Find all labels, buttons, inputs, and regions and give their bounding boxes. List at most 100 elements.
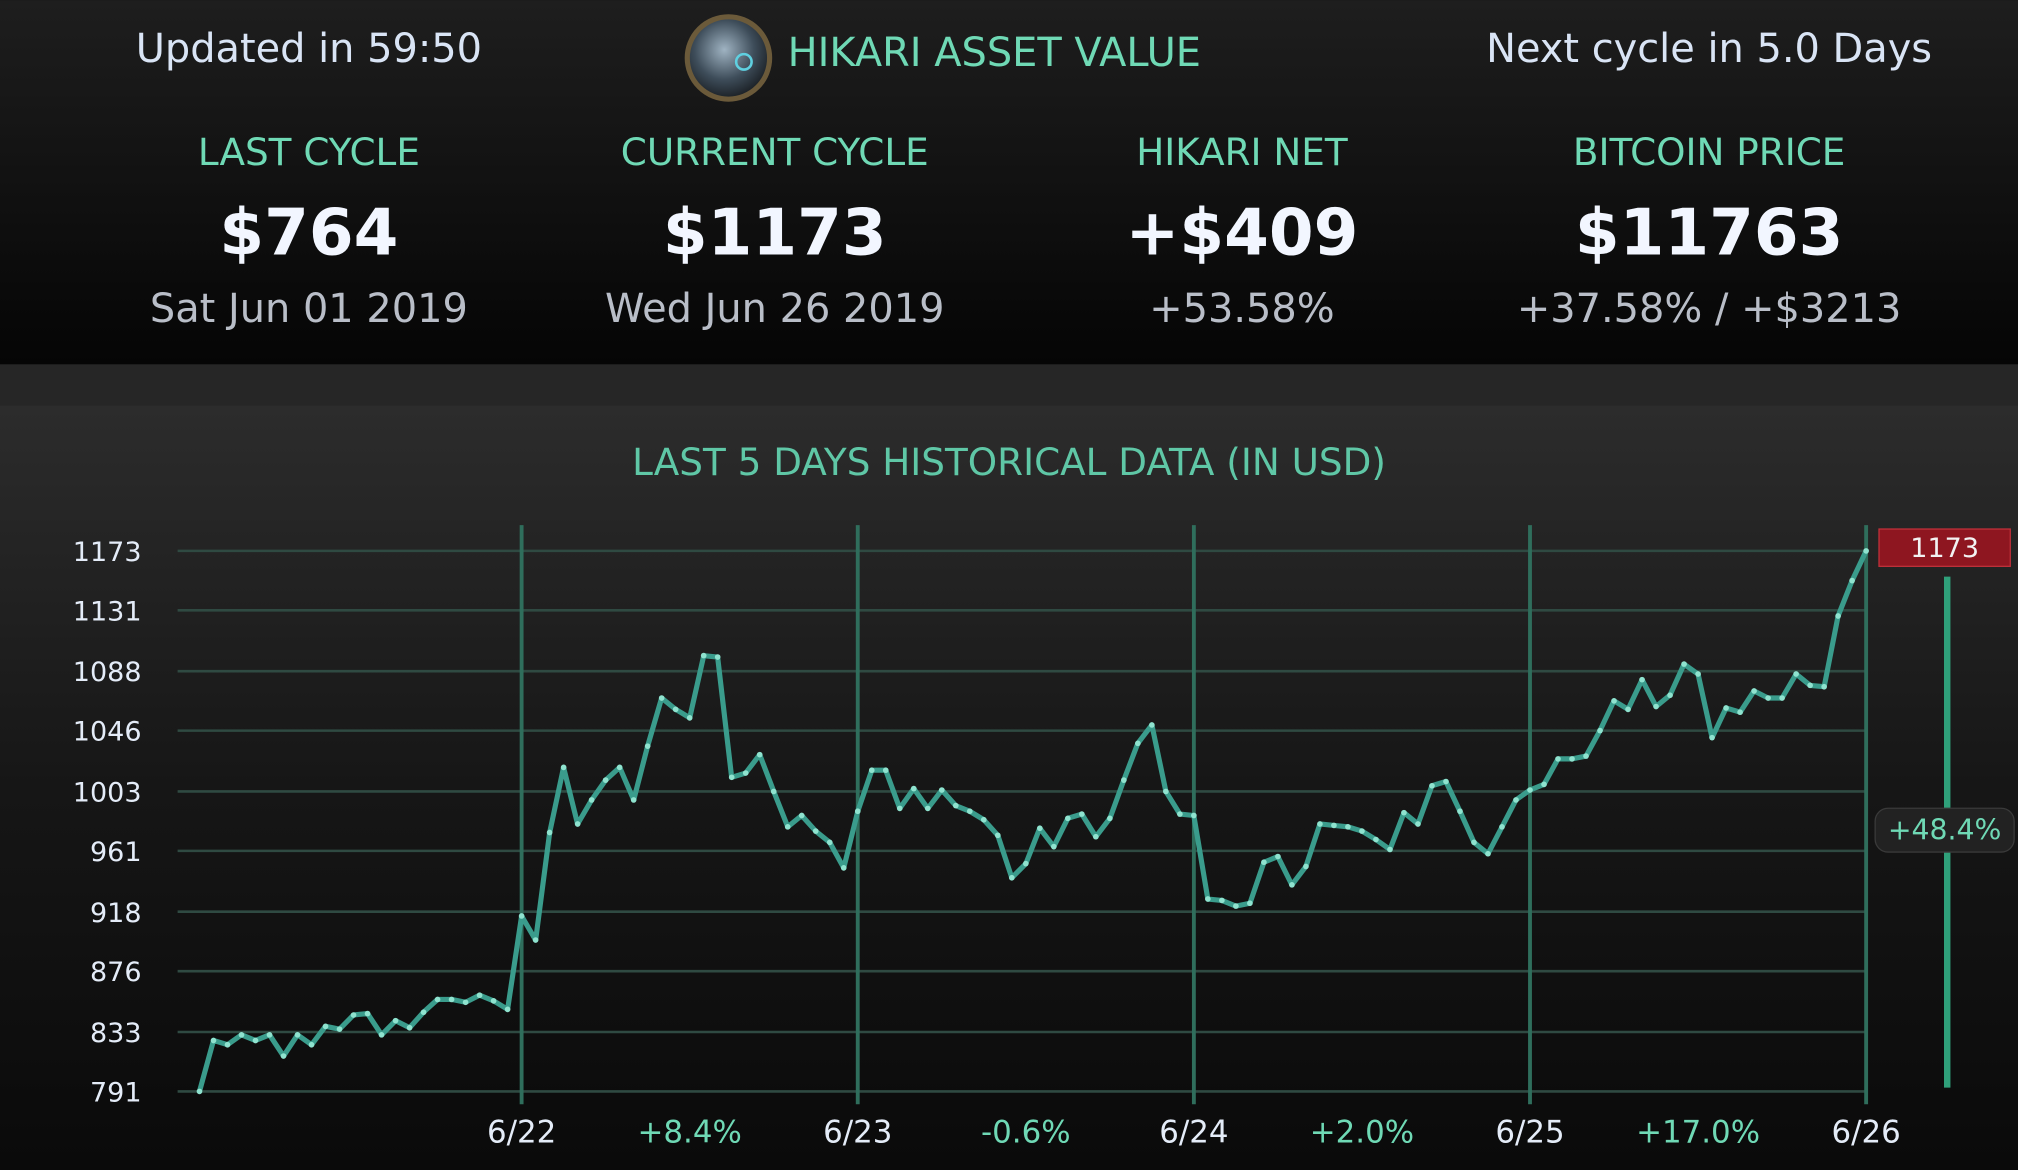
data-point [1751,688,1757,694]
data-point [1499,823,1505,830]
data-point [1163,788,1169,795]
x-tick-label: 6/25 [1495,1114,1564,1150]
period-change: +2.0% [1310,1114,1414,1150]
data-point [1121,777,1127,783]
chart: 791 833 876 918 961 1003 1046 1088 1131 1173 6/22 6… [73,525,2015,1150]
data-point [1709,734,1715,741]
data-point [210,1037,217,1044]
data-point [1415,821,1421,827]
data-point [896,805,903,812]
data-point [1064,815,1071,822]
data-point [518,913,525,919]
data-point [392,1017,399,1024]
data-point [1793,671,1799,677]
data-point [1639,676,1645,683]
data-point [1821,683,1827,690]
stat-value: $764 [219,195,398,270]
x-tick-label: 6/26 [1831,1114,1900,1150]
data-point [1107,815,1113,822]
data-point [1177,811,1183,817]
data-point [1247,900,1253,907]
data-point [840,865,847,871]
header-panel [0,0,2018,365]
data-point [476,992,483,999]
data-point [616,764,623,771]
data-point [490,998,497,1004]
stat-label: LAST CYCLE [198,130,420,174]
data-point [1807,682,1813,689]
data-point [1583,753,1589,759]
current-value-label: 1173 [1910,533,1979,564]
data-point [504,1006,511,1013]
period-change: +17.0% [1636,1114,1760,1150]
data-point [1695,671,1701,677]
data-point [1093,833,1099,840]
header-title: HIKARI ASSET VALUE [788,30,1201,76]
data-point [1387,846,1393,853]
data-point [1022,860,1029,867]
divider [0,364,2018,406]
data-point [560,764,567,771]
data-point [910,785,917,792]
data-point [644,743,651,749]
total-change-label: +48.4% [1888,813,2002,846]
data-point [1835,613,1841,619]
next-cycle-text: Next cycle in 5.0 Days [1486,26,1932,72]
data-point [938,787,945,793]
data-point [966,808,973,815]
data-point [672,706,679,713]
data-point [1078,811,1085,817]
data-point [462,999,469,1006]
stat-sub: +37.58% / +$3213 [1517,286,1902,332]
y-tick-label: 1003 [73,778,142,809]
y-tick-label: 833 [90,1018,142,1049]
x-tick-label: 6/22 [487,1114,556,1150]
data-point [406,1024,413,1031]
data-point [448,996,455,1003]
data-point [1149,722,1155,728]
data-point [1191,812,1197,819]
data-point [1135,740,1141,747]
chart-title: LAST 5 DAYS HISTORICAL DATA (IN USD) [632,440,1386,484]
data-point [1513,797,1519,803]
data-point [350,1012,357,1018]
data-point [1036,825,1043,832]
data-point [742,770,749,776]
data-point [1429,782,1435,789]
data-point [1485,850,1491,857]
data-point [1373,836,1379,843]
data-point [728,774,735,781]
y-tick-label: 918 [90,898,142,929]
data-point [854,808,861,815]
data-point [658,695,665,701]
data-point [1261,859,1267,866]
data-point [336,1026,343,1033]
data-point [602,777,609,783]
data-point [1317,821,1323,827]
stat-value: $1173 [663,195,887,270]
data-point [224,1041,231,1048]
data-point [756,751,763,758]
data-point [588,797,595,803]
data-point [1233,903,1239,909]
stat-sub: Sat Jun 01 2019 [150,286,468,332]
data-point [1527,787,1533,793]
x-tick-label: 6/24 [1159,1114,1228,1150]
data-point [1555,756,1561,762]
data-point [1289,882,1295,888]
data-point [1345,823,1351,830]
data-point [1303,863,1309,870]
data-point [1863,548,1869,554]
data-point [574,821,581,827]
data-point [630,797,637,803]
data-point [686,715,693,721]
data-point [434,996,441,1003]
data-point [1541,781,1547,788]
data-point [1008,874,1015,881]
data-point [196,1088,203,1095]
data-point [868,767,875,774]
data-point [420,1009,427,1016]
data-point [364,1010,371,1017]
data-point [994,832,1001,839]
